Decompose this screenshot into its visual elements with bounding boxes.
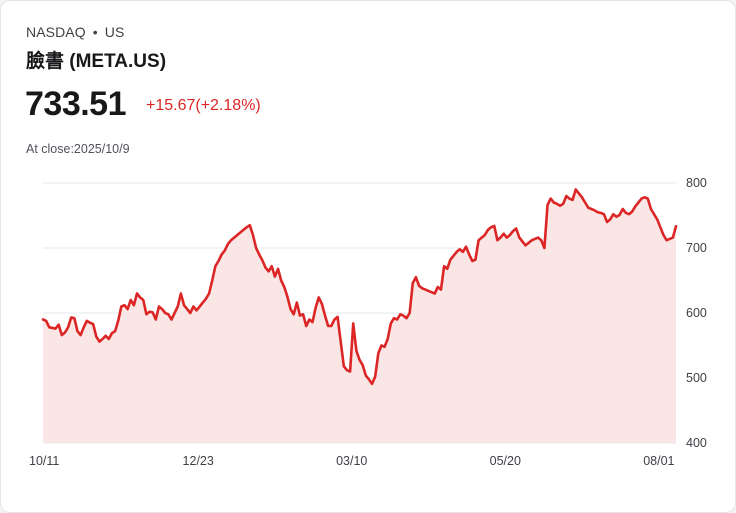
price-area (43, 189, 676, 443)
exchange-name: NASDAQ (26, 24, 86, 40)
price-line (41, 188, 678, 386)
y-tick-label: 700 (686, 241, 707, 255)
price-change: +15.67(+2.18%) (146, 97, 261, 114)
separator-dot: • (92, 24, 98, 40)
y-tick-label: 800 (686, 176, 707, 190)
y-tick-label: 600 (686, 306, 707, 320)
x-tick-label: 12/23 (183, 454, 214, 468)
last-price: 733.51 (25, 85, 127, 123)
exchange-line: NASDAQ • US (26, 24, 124, 40)
y-tick-label: 500 (686, 371, 707, 385)
x-tick-label: 08/01 (643, 454, 674, 468)
market-name: US (104, 24, 125, 40)
close-date: At close:2025/10/9 (26, 142, 130, 156)
x-tick-label: 10/11 (29, 454, 59, 468)
y-axis-labels: 400 500 600 700 800 (686, 176, 707, 450)
stock-name: 臉書 (META.US) (26, 51, 167, 72)
y-tick-label: 400 (686, 436, 707, 450)
x-tick-label: 05/20 (490, 454, 521, 468)
x-tick-label: 03/10 (336, 454, 367, 468)
x-axis-labels: 10/11 12/23 03/10 05/20 08/01 (29, 454, 675, 468)
